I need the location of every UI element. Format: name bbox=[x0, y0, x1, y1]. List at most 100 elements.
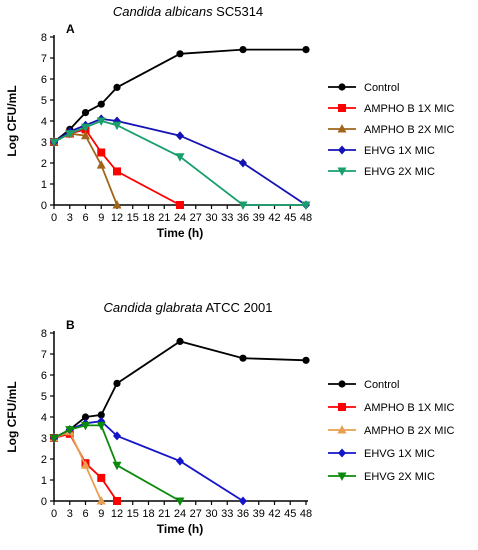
x-tick-label: 36 bbox=[237, 508, 249, 520]
legend-item: EHVG 2X MIC bbox=[328, 471, 435, 483]
chart-title-species: Candida glabrata bbox=[104, 300, 203, 315]
data-point bbox=[175, 497, 185, 506]
legend-label: AMPHO B 2X MIC bbox=[364, 124, 455, 136]
data-point bbox=[81, 460, 90, 469]
data-point bbox=[302, 356, 310, 364]
x-tick-label: 27 bbox=[190, 508, 202, 520]
data-point bbox=[96, 117, 106, 126]
x-tick-label: 15 bbox=[127, 508, 139, 520]
y-tick-label: 2 bbox=[41, 158, 47, 170]
data-point bbox=[96, 496, 106, 505]
x-tick-label: 3 bbox=[67, 212, 73, 224]
y-tick-label: 0 bbox=[41, 200, 47, 212]
x-tick-label: 42 bbox=[268, 212, 280, 224]
data-point bbox=[176, 337, 184, 345]
y-tick-label: 0 bbox=[41, 496, 47, 508]
panel-letter: A bbox=[66, 22, 75, 36]
x-tick-label: 12 bbox=[111, 508, 123, 520]
data-point bbox=[65, 130, 75, 139]
data-point bbox=[113, 431, 121, 441]
data-point bbox=[113, 167, 121, 176]
data-point bbox=[97, 148, 106, 157]
y-tick-label: 2 bbox=[41, 454, 47, 466]
legend-item: EHVG 2X MIC bbox=[328, 166, 435, 178]
x-tick-label: 21 bbox=[158, 212, 170, 224]
y-tick-label: 1 bbox=[41, 179, 47, 191]
x-tick-label: 0 bbox=[51, 212, 57, 224]
data-point bbox=[49, 138, 59, 147]
chart-title: Candida albicans SC5314 bbox=[113, 4, 263, 19]
y-tick-label: 7 bbox=[41, 53, 47, 65]
x-tick-label: 12 bbox=[111, 212, 123, 224]
data-point bbox=[239, 158, 247, 168]
y-tick-label: 4 bbox=[41, 412, 47, 424]
x-tick-label: 30 bbox=[205, 212, 217, 224]
data-point bbox=[175, 153, 185, 162]
y-tick-label: 5 bbox=[41, 95, 47, 107]
legend-marker bbox=[338, 83, 346, 91]
legend-item: Control bbox=[328, 82, 399, 94]
data-point bbox=[301, 201, 311, 210]
y-tick-label: 3 bbox=[41, 433, 47, 445]
series-line bbox=[53, 430, 103, 502]
legend-marker bbox=[338, 403, 346, 411]
x-tick-label: 6 bbox=[82, 508, 88, 520]
data-point bbox=[49, 434, 59, 443]
y-tick-label: 1 bbox=[41, 475, 47, 487]
x-axis-label: Time (h) bbox=[157, 522, 203, 536]
data-point bbox=[176, 50, 184, 58]
series-line bbox=[53, 132, 118, 206]
x-tick-label: 39 bbox=[253, 212, 265, 224]
data-point bbox=[81, 130, 90, 140]
x-tick-label: 21 bbox=[158, 508, 170, 520]
legend-item: Control bbox=[328, 379, 399, 391]
data-point bbox=[239, 496, 247, 506]
data-point bbox=[176, 456, 184, 466]
x-tick-label: 48 bbox=[300, 212, 312, 224]
data-point bbox=[239, 46, 247, 54]
series-ampho-b-1x-mic bbox=[50, 125, 184, 209]
x-tick-label: 36 bbox=[237, 212, 249, 224]
legend-label: AMPHO B 2X MIC bbox=[364, 425, 455, 437]
x-tick-label: 9 bbox=[98, 508, 104, 520]
data-point bbox=[65, 426, 75, 435]
legend-marker bbox=[338, 104, 346, 112]
data-point bbox=[96, 160, 106, 169]
data-point bbox=[97, 473, 106, 482]
data-point bbox=[97, 100, 105, 108]
data-point bbox=[238, 201, 248, 210]
x-tick-label: 9 bbox=[98, 212, 104, 224]
y-tick-label: 7 bbox=[41, 349, 47, 361]
legend-label: EHVG 1X MIC bbox=[364, 145, 435, 157]
x-tick-label: 24 bbox=[174, 508, 186, 520]
x-tick-label: 39 bbox=[253, 508, 265, 520]
x-tick-label: 33 bbox=[221, 212, 233, 224]
series-line bbox=[53, 48, 306, 143]
legend-label: Control bbox=[364, 82, 399, 94]
data-point bbox=[239, 354, 247, 362]
y-tick-label: 5 bbox=[41, 391, 47, 403]
x-tick-label: 3 bbox=[67, 508, 73, 520]
x-tick-label: 48 bbox=[300, 508, 312, 520]
y-tick-label: 3 bbox=[41, 137, 47, 149]
data-point bbox=[81, 109, 90, 117]
legend-marker bbox=[337, 167, 347, 176]
x-axis-label: Time (h) bbox=[157, 226, 203, 240]
legend-marker bbox=[337, 425, 347, 434]
y-axis-label: Log CFU/mL bbox=[5, 381, 19, 452]
data-point bbox=[176, 131, 184, 141]
x-tick-label: 27 bbox=[190, 212, 202, 224]
legend-label: Control bbox=[364, 379, 399, 391]
series-line bbox=[53, 340, 307, 439]
y-axis-label: Log CFU/mL bbox=[5, 85, 19, 156]
x-tick-label: 0 bbox=[51, 508, 57, 520]
legend-item: AMPHO B 2X MIC bbox=[328, 425, 455, 437]
series-line bbox=[53, 424, 181, 502]
data-point bbox=[112, 200, 122, 209]
data-point bbox=[112, 461, 122, 471]
x-tick-label: 33 bbox=[221, 508, 233, 520]
series-ehvg-1x-mic bbox=[50, 416, 247, 506]
legend-label: EHVG 2X MIC bbox=[364, 166, 435, 178]
chart-title: Candida glabrata ATCC 2001 bbox=[104, 300, 273, 315]
